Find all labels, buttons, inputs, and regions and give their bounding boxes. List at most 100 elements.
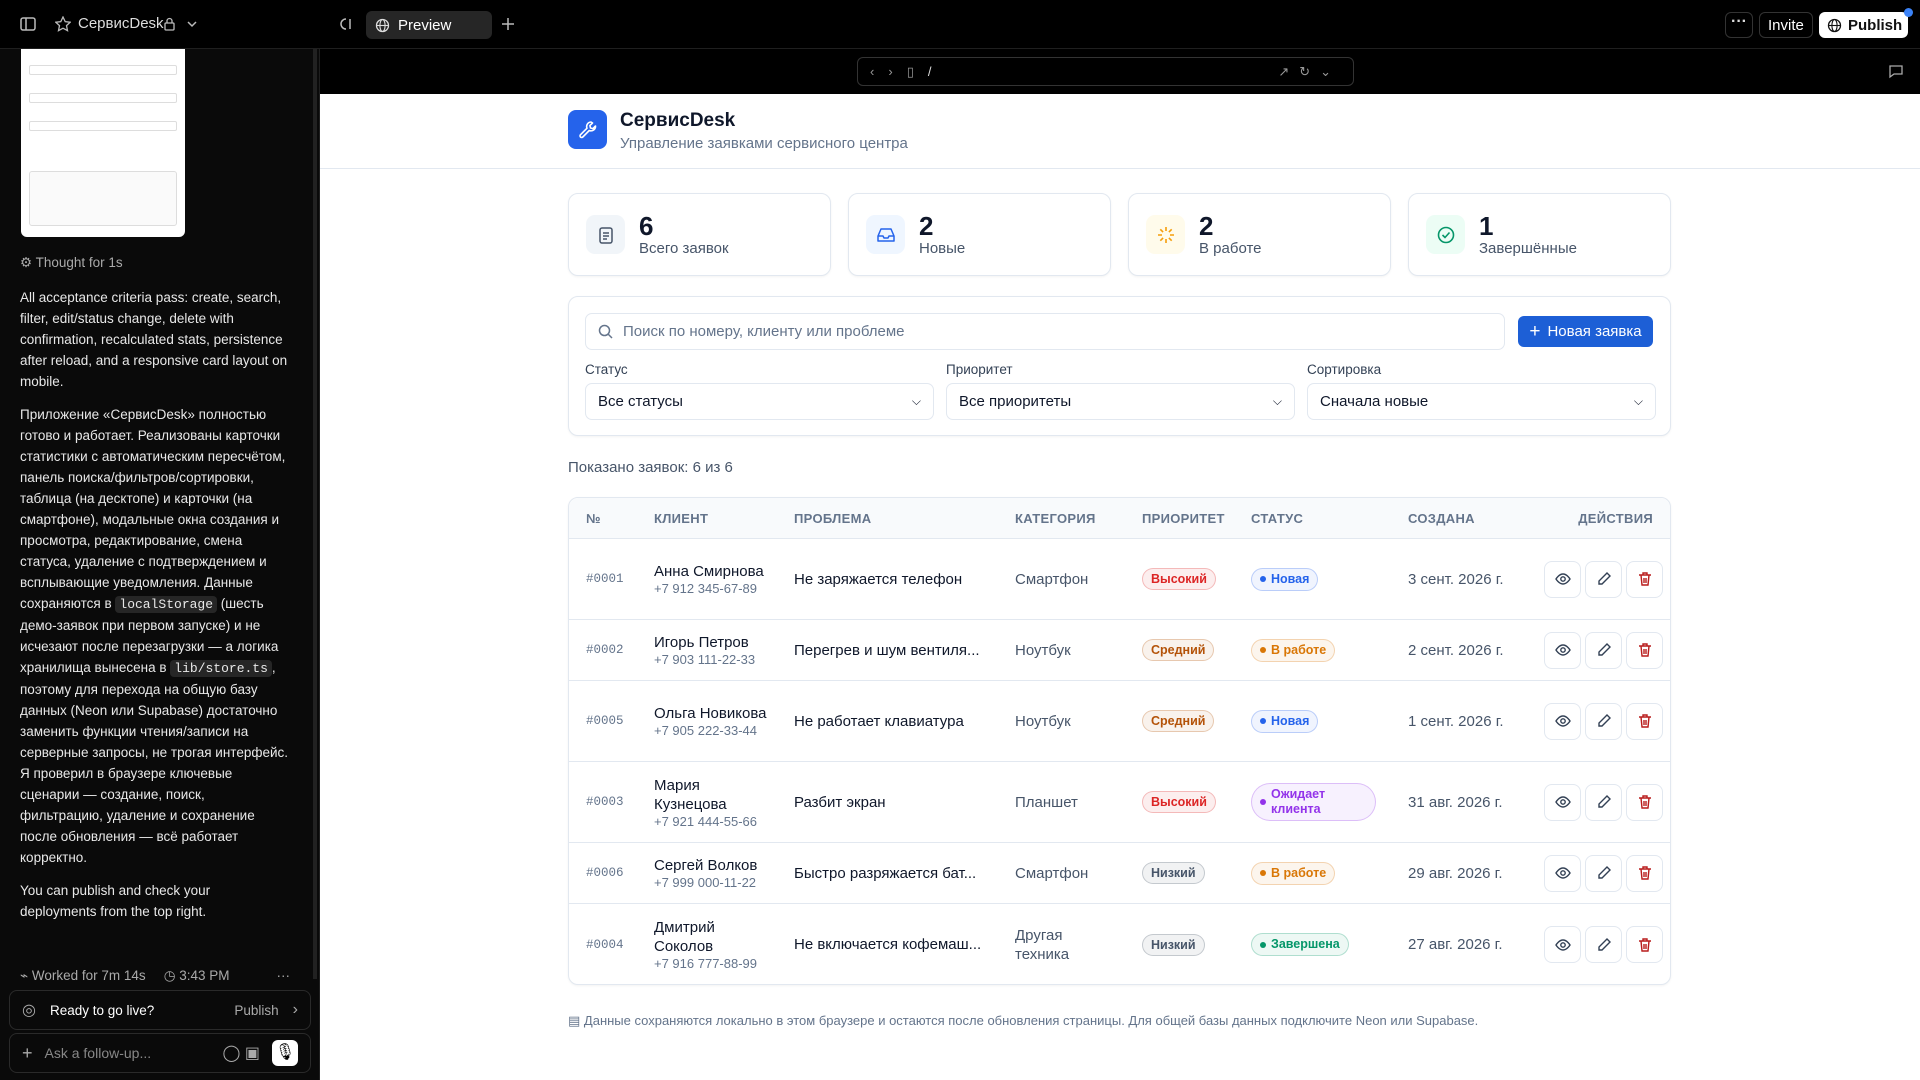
created: 27 авг. 2026 г. bbox=[1408, 936, 1503, 953]
status-badge: В работе bbox=[1251, 861, 1336, 885]
view-button[interactable] bbox=[1544, 783, 1581, 821]
edit-button[interactable] bbox=[1585, 702, 1622, 740]
app-preview: СервисDesk Управление заявками сервисног… bbox=[320, 94, 1920, 1080]
ticket-id: #0004 bbox=[586, 937, 624, 952]
edit-button[interactable] bbox=[1585, 783, 1622, 821]
stat-card: 1 Завершённые bbox=[1408, 193, 1671, 276]
plus[interactable]: + bbox=[22, 1042, 33, 1063]
back[interactable]: ‹ bbox=[870, 64, 875, 79]
client: Анна Смирнова +7 912 345-67-89 bbox=[654, 562, 794, 596]
address-actions[interactable]: ↗↻⌄ bbox=[1278, 63, 1341, 79]
edit-button[interactable] bbox=[1585, 854, 1622, 892]
input-tools[interactable]: ◯ ▣ bbox=[222, 1045, 260, 1062]
view-button[interactable] bbox=[1544, 560, 1581, 598]
ready-publish[interactable]: Publish bbox=[234, 1002, 279, 1018]
publish-label: Publish bbox=[1848, 16, 1903, 34]
delete-button[interactable] bbox=[1626, 560, 1663, 598]
chevron: › bbox=[292, 1001, 298, 1018]
ready-banner[interactable]: ◎ Ready to go live? Publish › bbox=[9, 990, 311, 1030]
mic[interactable]: 🎙 bbox=[272, 1040, 298, 1066]
edit-button[interactable] bbox=[1585, 631, 1622, 669]
delete-icon bbox=[1638, 866, 1651, 880]
filter-value: Сначала новые bbox=[1320, 393, 1429, 410]
status-text: В работе bbox=[1271, 642, 1327, 657]
stat-text: 6 Всего заявок bbox=[639, 212, 729, 257]
delete-button[interactable] bbox=[1626, 783, 1663, 821]
problem: Перегрев и шум вентиля... bbox=[794, 641, 980, 659]
new-label: Новая заявка bbox=[1547, 323, 1642, 340]
chat-input[interactable]: + Ask a follow-up... ◯ ▣ 🎙 bbox=[9, 1033, 311, 1073]
view-button[interactable] bbox=[1544, 631, 1581, 669]
filter-select[interactable]: Все статусы ⌵ bbox=[585, 383, 934, 420]
edit-icon bbox=[1597, 795, 1611, 808]
preview-label: Preview bbox=[398, 16, 452, 34]
stat-value: 2 bbox=[919, 211, 934, 241]
delete-button[interactable] bbox=[1626, 854, 1663, 892]
thumb-card bbox=[29, 171, 177, 226]
edit-button[interactable] bbox=[1585, 926, 1622, 963]
stat-text: 1 Завершённые bbox=[1479, 212, 1577, 257]
view-button[interactable] bbox=[1544, 702, 1581, 740]
delete-button[interactable] bbox=[1626, 702, 1663, 740]
chevron: ⌵ bbox=[911, 394, 921, 408]
paragraph: All acceptance criteria pass: create, se… bbox=[20, 290, 288, 389]
client-phone: +7 903 111-22-33 bbox=[654, 652, 756, 667]
client-phone: +7 916 777-88-99 bbox=[654, 956, 758, 971]
created: 3 сент. 2026 г. bbox=[1408, 570, 1504, 588]
ticket-id: #0006 bbox=[586, 866, 624, 880]
edit-icon bbox=[1597, 572, 1611, 585]
preview-tab[interactable]: Preview bbox=[366, 11, 492, 39]
delete-button[interactable] bbox=[1626, 926, 1663, 963]
table-row: #0004 Дмитрий Соколов +7 916 777-88-99 Не в… bbox=[569, 903, 1670, 984]
view-button[interactable] bbox=[1544, 926, 1581, 963]
new-button[interactable]: + Новая заявка bbox=[1518, 316, 1653, 347]
stat-icon bbox=[1426, 215, 1465, 254]
status-text: Новая bbox=[1271, 713, 1310, 728]
globe-icon bbox=[1827, 18, 1842, 32]
priority-cell: Высокий bbox=[1142, 791, 1251, 813]
priority-badge: Высокий bbox=[1142, 791, 1216, 813]
status-cell: В работе bbox=[1251, 861, 1408, 885]
delete-icon bbox=[1638, 572, 1651, 586]
category: Ноутбук bbox=[1015, 712, 1071, 730]
paragraph: Приложение «СервисDesk» полностью готово… bbox=[20, 404, 290, 868]
invite-button[interactable]: Invite bbox=[1759, 12, 1813, 38]
panel-icon[interactable] bbox=[336, 16, 352, 32]
filter-select[interactable]: Все приоритеты ⌵ bbox=[946, 383, 1295, 420]
search-placeholder: Поиск по номеру, клиенту или проблеме bbox=[623, 323, 905, 340]
filter-label: Сортировка bbox=[1307, 362, 1382, 377]
address-bar[interactable]: ‹ › ▯ / ↗↻⌄ bbox=[857, 57, 1354, 86]
edit-icon bbox=[1597, 866, 1611, 879]
forward[interactable]: › bbox=[888, 64, 893, 79]
worked: ⌁ Worked for 7m 14s bbox=[20, 968, 146, 983]
sidebar-toggle[interactable] bbox=[20, 16, 36, 32]
code: lib/store.ts bbox=[170, 660, 272, 677]
client-phone: +7 921 444-55-66 bbox=[654, 813, 758, 829]
edit-button[interactable] bbox=[1585, 560, 1622, 598]
sidebar: ⚙ Thought for 1s All acceptance criteria… bbox=[0, 49, 320, 1080]
star-icon[interactable] bbox=[55, 16, 71, 32]
view-button[interactable] bbox=[1544, 854, 1581, 892]
publish-button[interactable]: Publish bbox=[1819, 12, 1908, 38]
project-name[interactable]: СервисDesk bbox=[78, 15, 164, 32]
edit-icon bbox=[1597, 643, 1611, 656]
add-tab[interactable] bbox=[500, 16, 516, 32]
filter-value: Все статусы bbox=[598, 393, 683, 410]
more-button[interactable]: ··· bbox=[1725, 12, 1753, 38]
comment-icon[interactable] bbox=[1888, 63, 1904, 79]
lock-chevron[interactable] bbox=[163, 16, 203, 32]
device[interactable]: ▯ bbox=[906, 63, 914, 79]
time-text: 3:43 PM bbox=[179, 968, 230, 983]
more[interactable]: ··· bbox=[276, 968, 291, 983]
icon bbox=[1437, 226, 1454, 243]
logo bbox=[568, 110, 607, 149]
delete-button[interactable] bbox=[1626, 631, 1663, 669]
app-header: СервисDesk Управление заявками сервисног… bbox=[320, 94, 1920, 169]
search-input[interactable]: Поиск по номеру, клиенту или проблеме bbox=[585, 313, 1505, 350]
table-row: #0002 Игорь Петров +7 903 111-22-33 Перегре… bbox=[569, 619, 1670, 680]
status-badge: Завершена bbox=[1251, 933, 1349, 956]
created: 2 сент. 2026 г. bbox=[1408, 641, 1504, 659]
stat-label: Всего заявок bbox=[639, 240, 729, 257]
filter-select[interactable]: Сначала новые ⌵ bbox=[1307, 383, 1656, 420]
status-badge: Новая bbox=[1251, 567, 1319, 591]
